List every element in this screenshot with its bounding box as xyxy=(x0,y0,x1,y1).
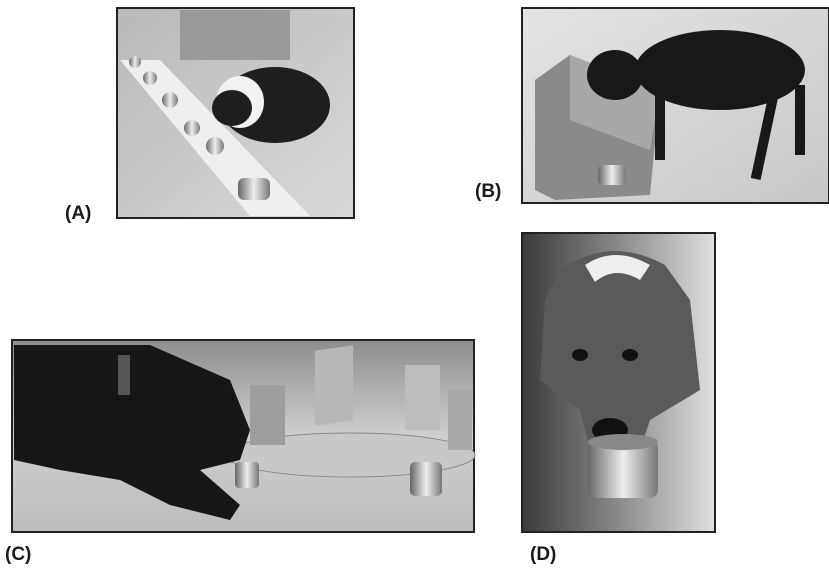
panel-label: (A) xyxy=(65,203,91,224)
panel-label: (C) xyxy=(5,544,31,565)
photo-b xyxy=(521,7,829,204)
panel-label: (D) xyxy=(530,544,556,565)
photo-d xyxy=(521,232,716,533)
photo-c xyxy=(11,339,476,533)
photo-a xyxy=(116,7,355,219)
panel-label: (B) xyxy=(475,181,501,202)
